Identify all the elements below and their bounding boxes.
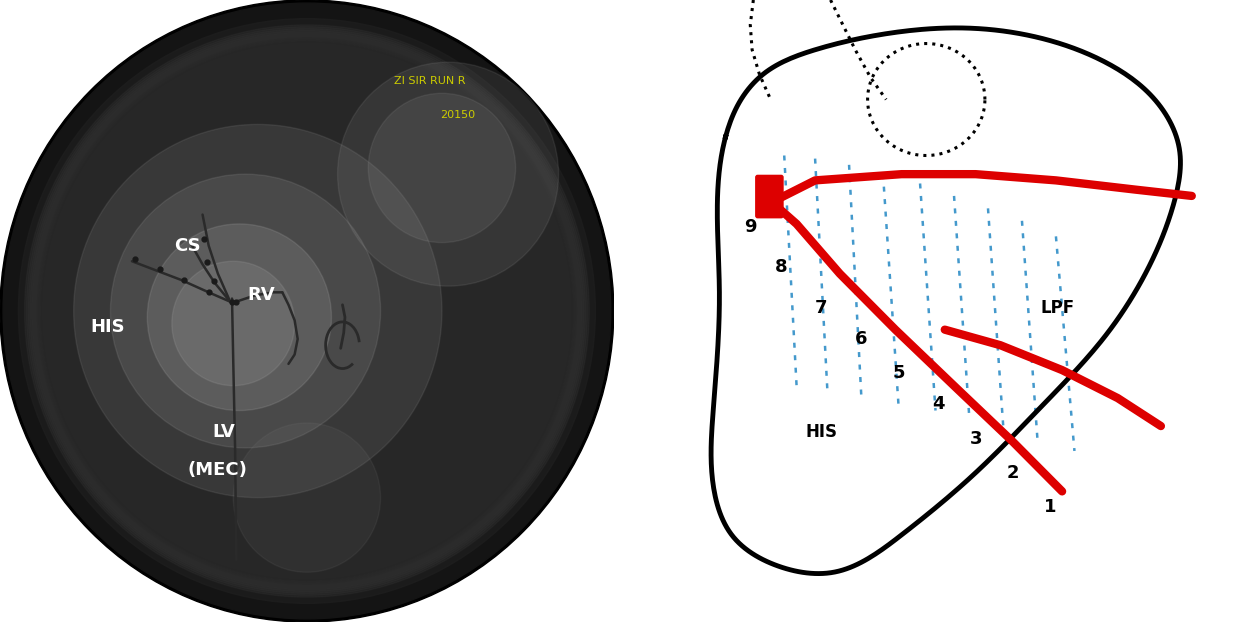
Circle shape [37,38,577,584]
Circle shape [110,174,380,448]
Text: 4: 4 [932,396,945,413]
Circle shape [32,32,582,590]
Text: ZI SIR RUN R: ZI SIR RUN R [394,76,466,86]
Text: LV: LV [212,424,236,441]
Text: 5: 5 [892,364,905,382]
Circle shape [33,34,580,588]
Text: 2: 2 [1007,464,1019,481]
Text: 7: 7 [815,299,827,317]
Circle shape [41,42,573,580]
Circle shape [147,224,331,411]
Text: 1: 1 [1044,498,1056,516]
Text: CS: CS [174,237,200,254]
Text: HIS: HIS [90,318,125,335]
Text: W: 187 [D]: W: 187 [D] [26,583,85,593]
Circle shape [74,124,442,498]
Text: LPF: LPF [1040,299,1074,317]
Circle shape [368,93,515,243]
Text: 20150: 20150 [440,110,474,120]
Circle shape [25,25,589,597]
Circle shape [0,0,614,622]
Circle shape [40,40,574,582]
Circle shape [233,423,380,572]
Text: 3: 3 [969,430,982,447]
Text: HIS: HIS [805,424,837,441]
Circle shape [26,27,588,595]
Circle shape [28,29,585,593]
Circle shape [36,36,578,586]
Text: (MEC): (MEC) [188,461,248,478]
Circle shape [337,62,558,286]
Circle shape [30,30,584,592]
Text: C: C [546,11,553,21]
Text: 9: 9 [743,218,757,236]
Text: 6: 6 [855,330,868,348]
Circle shape [19,19,595,603]
Text: 2015/4/: 2015/4/ [469,583,513,593]
Text: RV: RV [247,287,274,304]
FancyBboxPatch shape [756,175,783,218]
Text: 8: 8 [774,259,788,276]
Circle shape [2,3,611,619]
Circle shape [172,261,295,386]
Text: 342: 342 [530,35,551,45]
